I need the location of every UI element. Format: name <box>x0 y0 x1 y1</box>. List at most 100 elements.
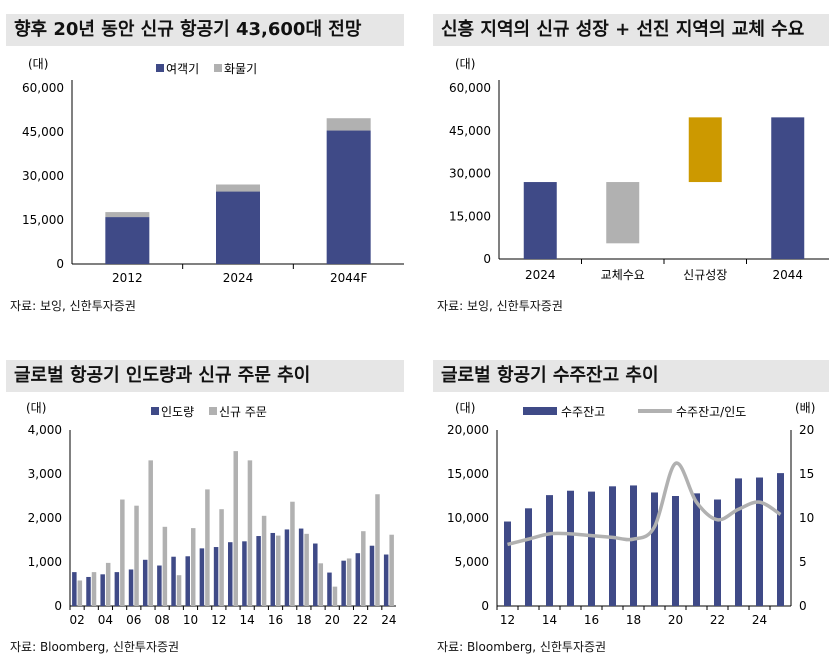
y-tick-label: 60,000 <box>22 81 64 95</box>
bar-deliveries <box>171 556 176 606</box>
waterfall-bar <box>771 117 805 259</box>
chart-source: 자료: 보잉, 신한투자증권 <box>437 299 563 313</box>
x-tick-label: 06 <box>126 613 141 627</box>
deliveries-orders-chart: (대) 0 1,000 2,000 3,000 4,000 02 04 06 08 10 12 14 16… <box>26 401 397 627</box>
bar-backlog <box>609 486 616 606</box>
bar-backlog <box>672 496 679 606</box>
bar-backlog <box>588 491 595 606</box>
legend-swatch <box>523 407 557 415</box>
y-tick-label: 3,000 <box>28 467 62 481</box>
bar-new-orders <box>148 460 153 606</box>
bar-backlog <box>777 473 784 606</box>
bar-deliveries <box>242 541 247 606</box>
legend-swatch <box>209 407 217 415</box>
waterfall-bar <box>523 182 557 259</box>
bar-new-orders <box>120 499 125 606</box>
bar-new-orders <box>190 528 196 606</box>
y-tick-label: 30,000 <box>449 167 491 181</box>
x-tick-label: 16 <box>584 613 599 627</box>
x-tick-label: 02 <box>69 613 84 627</box>
y-axis-unit: (대) <box>28 57 48 71</box>
y-tick-label: 30,000 <box>22 169 64 183</box>
bar-freighter <box>216 184 260 192</box>
chart-title: 글로벌 항공기 인도량과 신규 주문 추이 <box>6 360 404 392</box>
bar-deliveries <box>185 556 190 606</box>
bar-backlog <box>693 493 700 606</box>
bar-deliveries <box>213 547 219 606</box>
y2-tick-label: 5 <box>799 555 807 569</box>
bar-new-orders <box>389 534 394 606</box>
panel-deliveries-orders: 글로벌 항공기 인도량과 신규 주문 추이 (대) 0 1,000 2,000 3,00… <box>6 360 404 660</box>
y-tick-label: 15,000 <box>22 213 64 227</box>
bar-deliveries <box>114 572 120 606</box>
legend-label: 수주잔고 <box>561 405 605 419</box>
bar-new-orders <box>205 489 210 606</box>
bar-deliveries <box>355 553 361 606</box>
bar-new-orders <box>290 501 295 606</box>
bar-new-orders <box>346 558 352 606</box>
bar-new-orders <box>77 580 83 606</box>
x-tick-label: 18 <box>626 613 641 627</box>
x-tick-label: 20 <box>325 613 340 627</box>
x-tick-label: 2024 <box>223 271 254 285</box>
y2-tick-label: 10 <box>799 511 814 525</box>
legend-label: 화물기 <box>224 62 257 76</box>
bar-deliveries <box>383 554 389 606</box>
fleet-forecast-chart: (대) 0 15,000 30,000 45,000 60,000 2012 2024 2044… <box>22 57 404 285</box>
bar-deliveries <box>228 542 233 606</box>
bar-passenger <box>326 130 371 264</box>
bar-deliveries <box>256 536 261 606</box>
y-tick-label: 10,000 <box>447 511 489 525</box>
x-tick-label: 08 <box>154 613 169 627</box>
y2-tick-label: 20 <box>799 423 814 437</box>
waterfall-bar <box>688 117 722 183</box>
y-tick-label: 0 <box>483 252 491 266</box>
demand-waterfall-chart: (대) 0 15,000 30,000 45,000 60,000 2024 교체수요 신규성장… <box>449 57 829 282</box>
bar-freighter <box>326 118 371 131</box>
x-tick-label: 22 <box>710 613 725 627</box>
bar-deliveries <box>270 532 276 606</box>
panel-demand-breakdown: 신흥 지역의 신규 성장 + 선진 지역의 교체 수요 (대) 0 15,000 30… <box>433 14 829 314</box>
bar-deliveries <box>142 559 148 606</box>
y2-tick-label: 15 <box>799 467 814 481</box>
chart-source: 자료: Bloomberg, 신한투자증권 <box>437 640 607 654</box>
bar-backlog <box>714 499 721 606</box>
bar-deliveries <box>128 569 134 606</box>
line-backlog-ratio <box>507 461 782 547</box>
x-tick-label: 2044 <box>772 268 803 282</box>
chart-source: 자료: Bloomberg, 신한투자증권 <box>10 640 180 654</box>
chart-title: 글로벌 항공기 수주잔고 추이 <box>433 360 829 392</box>
legend-swatch <box>156 64 164 72</box>
y-tick-label: 15,000 <box>449 209 491 223</box>
y2-tick-label: 0 <box>799 599 807 613</box>
y-tick-label: 0 <box>54 599 62 613</box>
bar-backlog <box>567 490 574 606</box>
x-tick-label: 2012 <box>112 271 143 285</box>
legend-label: 신규 주문 <box>219 405 267 419</box>
bar-backlog <box>504 521 511 606</box>
legend-label: 인도량 <box>161 405 194 419</box>
bar-new-orders <box>361 531 366 606</box>
bar-deliveries <box>100 574 105 606</box>
x-tick-label: 24 <box>381 613 396 627</box>
y-tick-label: 0 <box>56 257 64 271</box>
legend-swatch <box>214 64 222 72</box>
bar-new-orders <box>318 563 324 606</box>
x-tick-label: 24 <box>752 613 767 627</box>
x-tick-label: 16 <box>268 613 283 627</box>
chart-source: 자료: 보잉, 신한투자증권 <box>10 299 136 313</box>
bar-backlog <box>525 508 532 606</box>
bar-backlog <box>546 495 553 606</box>
bar-deliveries <box>157 565 162 606</box>
bar-deliveries <box>284 529 290 606</box>
x-tick-label: 12 <box>500 613 515 627</box>
x-tick-label: 14 <box>542 613 557 627</box>
bar-new-orders <box>247 460 253 606</box>
bar-new-orders <box>176 575 182 606</box>
x-tick-label: 14 <box>240 613 255 627</box>
bar-new-orders <box>332 586 338 606</box>
bar-deliveries <box>369 545 375 606</box>
x-tick-label: 22 <box>353 613 368 627</box>
y-tick-label: 4,000 <box>28 423 62 437</box>
bar-deliveries <box>72 572 77 606</box>
